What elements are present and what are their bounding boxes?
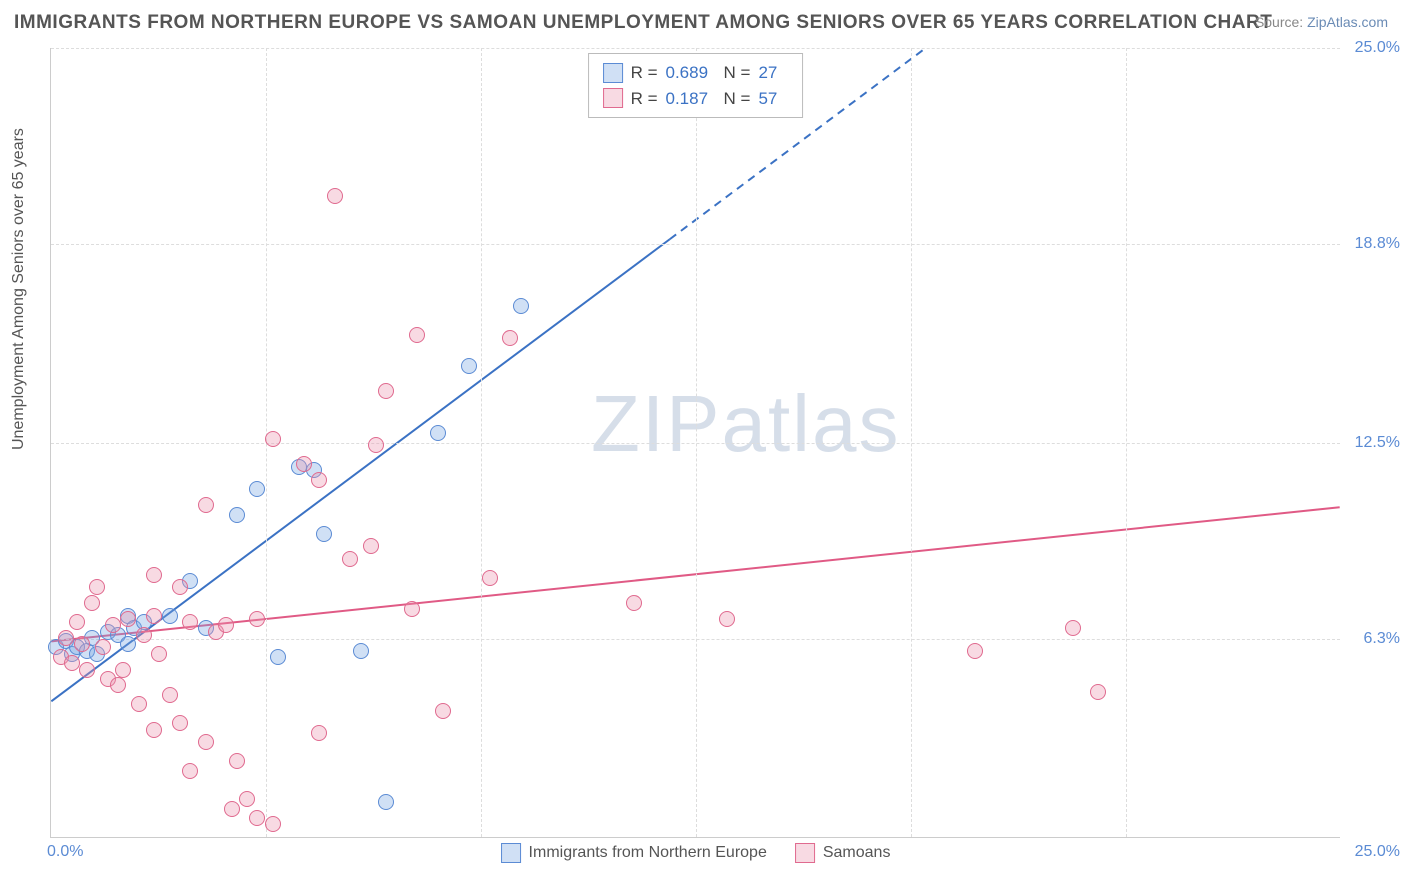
scatter-point-series-b	[296, 456, 312, 472]
scatter-point-series-a	[162, 608, 178, 624]
scatter-point-series-b	[172, 579, 188, 595]
scatter-point-series-a	[430, 425, 446, 441]
legend-n-value: 27	[758, 60, 788, 86]
scatter-point-series-b	[404, 601, 420, 617]
scatter-point-series-b	[265, 431, 281, 447]
scatter-point-series-b	[64, 655, 80, 671]
scatter-point-series-b	[378, 383, 394, 399]
legend-r-value: 0.689	[666, 60, 716, 86]
legend-series-item: Samoans	[795, 843, 891, 863]
legend-correlation-row: R = 0.187 N = 57	[603, 86, 789, 112]
series-legend: Immigrants from Northern Europe Samoans	[501, 843, 891, 863]
scatter-point-series-b	[327, 188, 343, 204]
scatter-point-series-a	[120, 636, 136, 652]
x-axis-min-label: 0.0%	[47, 843, 83, 861]
gridline-vertical	[481, 48, 482, 837]
legend-r-value: 0.187	[666, 86, 716, 112]
gridline-vertical	[696, 48, 697, 837]
scatter-point-series-b	[1090, 684, 1106, 700]
scatter-point-series-b	[409, 327, 425, 343]
scatter-point-series-b	[502, 330, 518, 346]
scatter-point-series-b	[435, 703, 451, 719]
gridline-vertical	[1126, 48, 1127, 837]
scatter-point-series-b	[719, 611, 735, 627]
source-attribution: Source: ZipAtlas.com	[1255, 14, 1388, 30]
scatter-point-series-b	[162, 687, 178, 703]
scatter-point-series-b	[198, 497, 214, 513]
scatter-point-series-b	[84, 595, 100, 611]
scatter-point-series-b	[110, 677, 126, 693]
legend-correlation-row: R = 0.689 N = 27	[603, 60, 789, 86]
scatter-point-series-a	[249, 481, 265, 497]
scatter-point-series-a	[461, 358, 477, 374]
scatter-point-series-b	[131, 696, 147, 712]
legend-swatch	[603, 88, 623, 108]
y-tick-label: 6.3%	[1345, 630, 1400, 648]
legend-series-label: Samoans	[823, 844, 891, 862]
scatter-point-series-a	[353, 643, 369, 659]
scatter-point-series-b	[95, 639, 111, 655]
legend-r-label: R =	[631, 60, 658, 86]
plot-area: ZIPatlas R =0.689N =27R =0.187N =57 Immi…	[50, 48, 1340, 838]
scatter-point-series-b	[58, 630, 74, 646]
scatter-point-series-b	[115, 662, 131, 678]
scatter-point-series-b	[146, 567, 162, 583]
correlation-legend: R = 0.689 N = 27 R = 0.187 N = 57	[588, 53, 804, 118]
watermark-text: ZIPatlas	[591, 378, 900, 470]
legend-n-label: N =	[724, 60, 751, 86]
scatter-point-series-b	[79, 662, 95, 678]
source-link[interactable]: ZipAtlas.com	[1307, 14, 1388, 30]
scatter-point-series-b	[172, 715, 188, 731]
scatter-point-series-b	[69, 614, 85, 630]
scatter-point-series-a	[378, 794, 394, 810]
gridline-vertical	[911, 48, 912, 837]
scatter-point-series-b	[146, 722, 162, 738]
legend-n-label: N =	[724, 86, 751, 112]
y-axis-label: Unemployment Among Seniors over 65 years	[10, 128, 28, 450]
scatter-point-series-b	[218, 617, 234, 633]
scatter-point-series-b	[311, 472, 327, 488]
scatter-point-series-a	[513, 298, 529, 314]
y-tick-label: 18.8%	[1345, 235, 1400, 253]
scatter-point-series-b	[229, 753, 245, 769]
scatter-point-series-a	[316, 526, 332, 542]
source-label: Source:	[1255, 14, 1303, 30]
legend-swatch	[795, 843, 815, 863]
scatter-point-series-b	[368, 437, 384, 453]
legend-r-label: R =	[631, 86, 658, 112]
scatter-point-series-b	[311, 725, 327, 741]
x-axis-max-label: 25.0%	[1355, 843, 1400, 861]
scatter-point-series-b	[146, 608, 162, 624]
legend-swatch	[501, 843, 521, 863]
scatter-point-series-b	[482, 570, 498, 586]
legend-series-label: Immigrants from Northern Europe	[529, 844, 767, 862]
scatter-point-series-b	[626, 595, 642, 611]
chart-title: IMMIGRANTS FROM NORTHERN EUROPE VS SAMOA…	[14, 12, 1272, 34]
legend-swatch	[603, 63, 623, 83]
scatter-point-series-b	[136, 627, 152, 643]
scatter-point-series-a	[229, 507, 245, 523]
scatter-point-series-b	[239, 791, 255, 807]
scatter-point-series-b	[198, 734, 214, 750]
scatter-point-series-b	[120, 611, 136, 627]
legend-series-item: Immigrants from Northern Europe	[501, 843, 767, 863]
scatter-point-series-b	[265, 816, 281, 832]
scatter-point-series-b	[182, 614, 198, 630]
y-tick-label: 12.5%	[1345, 434, 1400, 452]
scatter-point-series-b	[967, 643, 983, 659]
scatter-point-series-b	[1065, 620, 1081, 636]
scatter-point-series-a	[270, 649, 286, 665]
scatter-point-series-b	[224, 801, 240, 817]
scatter-point-series-b	[89, 579, 105, 595]
scatter-point-series-b	[151, 646, 167, 662]
scatter-point-series-b	[249, 810, 265, 826]
scatter-point-series-b	[74, 636, 90, 652]
scatter-point-series-b	[105, 617, 121, 633]
legend-n-value: 57	[758, 86, 788, 112]
scatter-point-series-b	[249, 611, 265, 627]
scatter-point-series-b	[182, 763, 198, 779]
y-tick-label: 25.0%	[1345, 39, 1400, 57]
scatter-point-series-b	[363, 538, 379, 554]
scatter-point-series-b	[342, 551, 358, 567]
